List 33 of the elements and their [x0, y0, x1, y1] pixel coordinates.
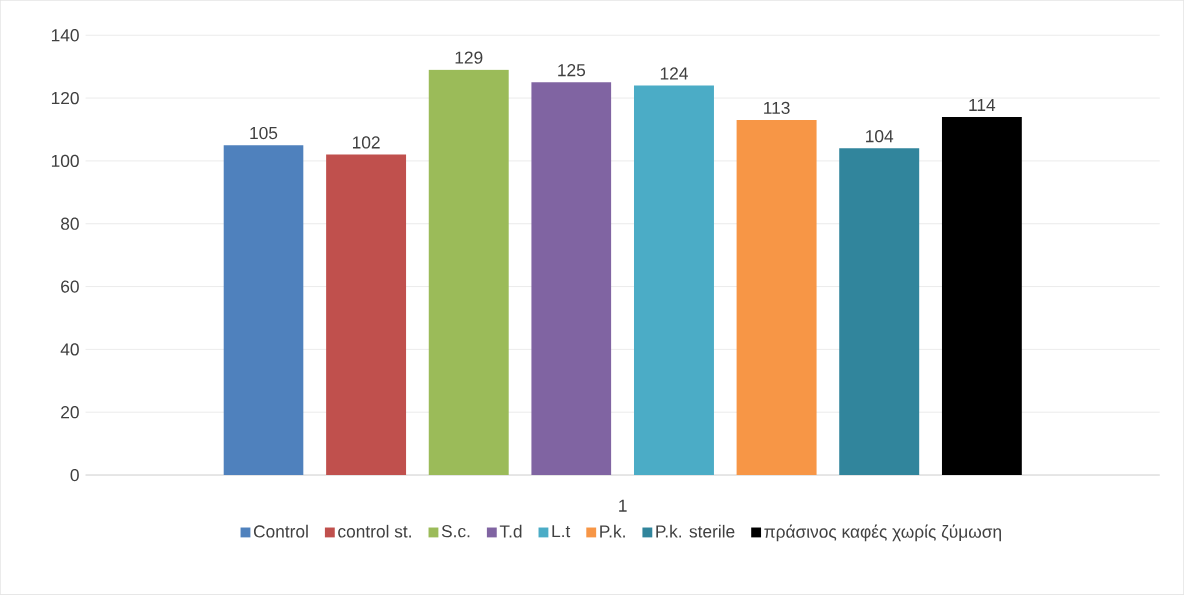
data-label: 113 [764, 101, 790, 115]
legend-label: control st. [338, 524, 411, 538]
bar [326, 154, 407, 476]
data-label: 124 [660, 67, 688, 80]
y-tick-label: 20 [61, 406, 79, 419]
bar [531, 82, 612, 476]
legend-label: πράσινος καφές χωρίς ζύμωση [764, 524, 1001, 542]
data-label: 114 [969, 99, 996, 111]
y-tick-label: 100 [51, 154, 79, 168]
bar [839, 148, 920, 476]
data-label: 125 [558, 64, 586, 77]
y-tick-label: 80 [61, 217, 79, 230]
data-label: 102 [352, 136, 380, 149]
bar [428, 69, 509, 476]
y-tick-label: 40 [60, 343, 79, 356]
y-tick-label: 120 [51, 91, 79, 105]
x-tick-label: 1 [619, 499, 627, 512]
legend-label: P.k. sterile [656, 524, 735, 538]
legend-label: L.t [552, 525, 571, 538]
data-label: 104 [866, 130, 894, 143]
data-label: 129 [455, 51, 483, 64]
legend-label: P.k. [600, 524, 625, 538]
bar [633, 85, 714, 476]
bar [736, 120, 817, 476]
legend-label: Control [253, 524, 308, 538]
bar [941, 116, 1022, 476]
y-tick-label: 60 [61, 280, 79, 293]
legend-label: T.d [499, 524, 522, 538]
y-tick-label: 0 [70, 468, 79, 482]
legend-label: S.c. [441, 525, 470, 538]
y-tick-label: 140 [51, 29, 79, 42]
data-label: 105 [250, 126, 278, 140]
bar [223, 145, 304, 476]
